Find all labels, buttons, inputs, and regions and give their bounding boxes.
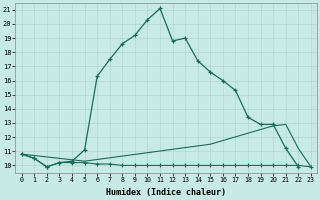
X-axis label: Humidex (Indice chaleur): Humidex (Indice chaleur): [106, 188, 226, 197]
